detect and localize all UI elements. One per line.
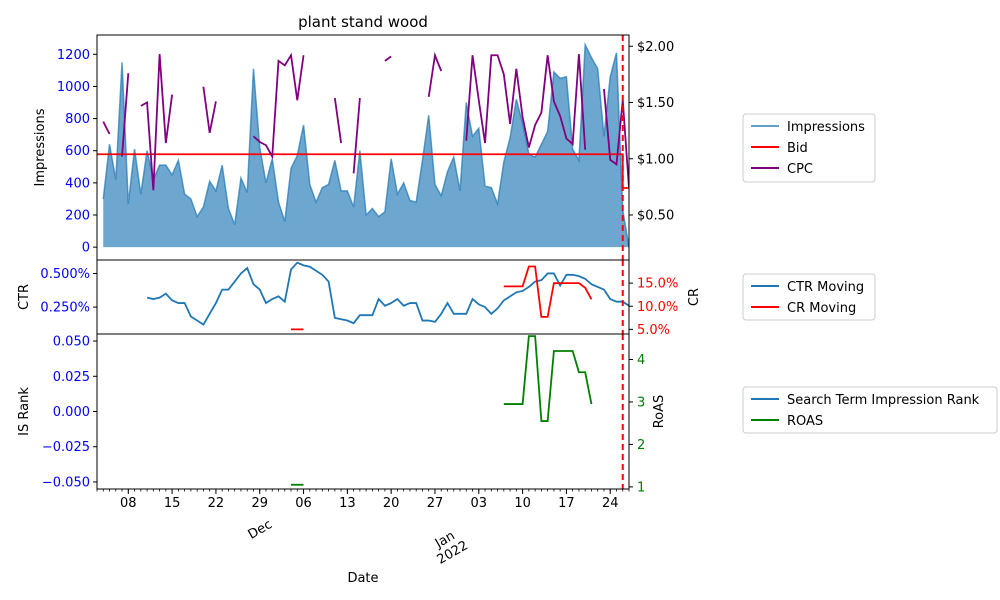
y-tick-label: 0.000 xyxy=(53,405,90,420)
right-tick-label: 2 xyxy=(637,438,645,453)
y-axis-label: Impressions xyxy=(33,108,48,186)
y-tick-label: −0.050 xyxy=(42,475,90,490)
right-axis-label: CR xyxy=(687,288,702,306)
y-tick-label: 0.500% xyxy=(40,267,90,282)
y-tick-label: 0.025 xyxy=(53,370,90,385)
legend-label: Impressions xyxy=(787,120,865,135)
y-tick-label: 400 xyxy=(65,176,90,191)
x-month-label: Jan2022 xyxy=(427,525,471,568)
y-tick-label: 800 xyxy=(65,112,90,127)
right-tick-label: 15.0% xyxy=(637,277,678,292)
cpc-line xyxy=(427,51,443,98)
bid-line xyxy=(97,153,629,189)
y-tick-label: 200 xyxy=(65,209,90,224)
x-tick-label: 06 xyxy=(295,496,312,511)
x-tick-label: 15 xyxy=(164,496,181,511)
legend-label: Bid xyxy=(787,141,808,156)
x-tick-label: 08 xyxy=(120,496,137,511)
right-tick-label: 1 xyxy=(637,480,645,495)
ctr-panel-frame xyxy=(96,259,630,335)
y-tick-label: 600 xyxy=(65,144,90,159)
x-tick-label: 29 xyxy=(251,496,268,511)
right-tick-label: $1.00 xyxy=(637,152,674,167)
right-tick-label: $0.50 xyxy=(637,209,674,224)
legend-impressions-box xyxy=(742,113,876,183)
roas-line xyxy=(503,335,593,422)
ctr-panel-series xyxy=(146,261,629,331)
legend-label: CPC xyxy=(787,162,813,177)
ctr-moving-line xyxy=(146,261,629,326)
x-tick-label: 10 xyxy=(514,496,531,511)
cpc-line xyxy=(465,54,587,150)
y-tick-label: 1200 xyxy=(57,48,90,63)
x-tick-label: 03 xyxy=(471,496,488,511)
x-axis-label: Date xyxy=(347,571,378,586)
cpc-line xyxy=(333,97,342,144)
impressions-area xyxy=(103,44,629,248)
chart-title: plant stand wood xyxy=(298,13,428,31)
cpc-line xyxy=(121,73,130,157)
legend-label: CTR Moving xyxy=(787,280,864,295)
impressions-line xyxy=(102,41,629,248)
cr-moving-line xyxy=(503,265,593,318)
legend-label: CR Moving xyxy=(787,301,856,316)
y-tick-label: 0.050 xyxy=(53,335,90,350)
cpc-line xyxy=(202,86,217,134)
legend-label: ROAS xyxy=(787,414,823,429)
x-tick-label: 24 xyxy=(602,496,619,511)
x-tick-label: 17 xyxy=(558,496,575,511)
right-tick-label: 10.0% xyxy=(637,300,678,315)
right-tick-label: 4 xyxy=(637,353,645,368)
x-tick-label: 20 xyxy=(383,496,400,511)
x-month-label-line: Dec xyxy=(246,517,275,543)
right-tick-label: 5.0% xyxy=(637,323,670,338)
cpc-line xyxy=(603,88,629,189)
y-tick-label: −0.025 xyxy=(42,440,90,455)
cpc-line xyxy=(352,97,361,174)
right-tick-label: 3 xyxy=(637,395,645,410)
y-tick-label: 1000 xyxy=(57,80,90,95)
y-axis-label: IS Rank xyxy=(17,387,32,436)
x-tick-label: 22 xyxy=(208,496,225,511)
y-tick-label: 0.250% xyxy=(40,301,90,316)
legend-label: Search Term Impression Rank xyxy=(787,393,980,408)
right-tick-label: $1.50 xyxy=(637,96,674,111)
right-axis-label: RoAS xyxy=(652,395,667,429)
x-month-label: Dec xyxy=(246,517,275,543)
legend-is-box xyxy=(742,386,998,434)
cpc-line xyxy=(252,52,305,160)
y-tick-label: 0 xyxy=(82,241,90,256)
cpc-line xyxy=(140,54,173,191)
impressions-panel-series xyxy=(97,41,629,248)
cpc-line xyxy=(384,55,392,62)
y-axis-label: CTR xyxy=(17,284,32,310)
right-tick-label: $2.00 xyxy=(637,40,674,55)
cpc-line xyxy=(102,121,111,135)
is-rank-panel-series xyxy=(291,335,593,486)
x-tick-label: 13 xyxy=(339,496,356,511)
x-tick-label: 27 xyxy=(427,496,444,511)
